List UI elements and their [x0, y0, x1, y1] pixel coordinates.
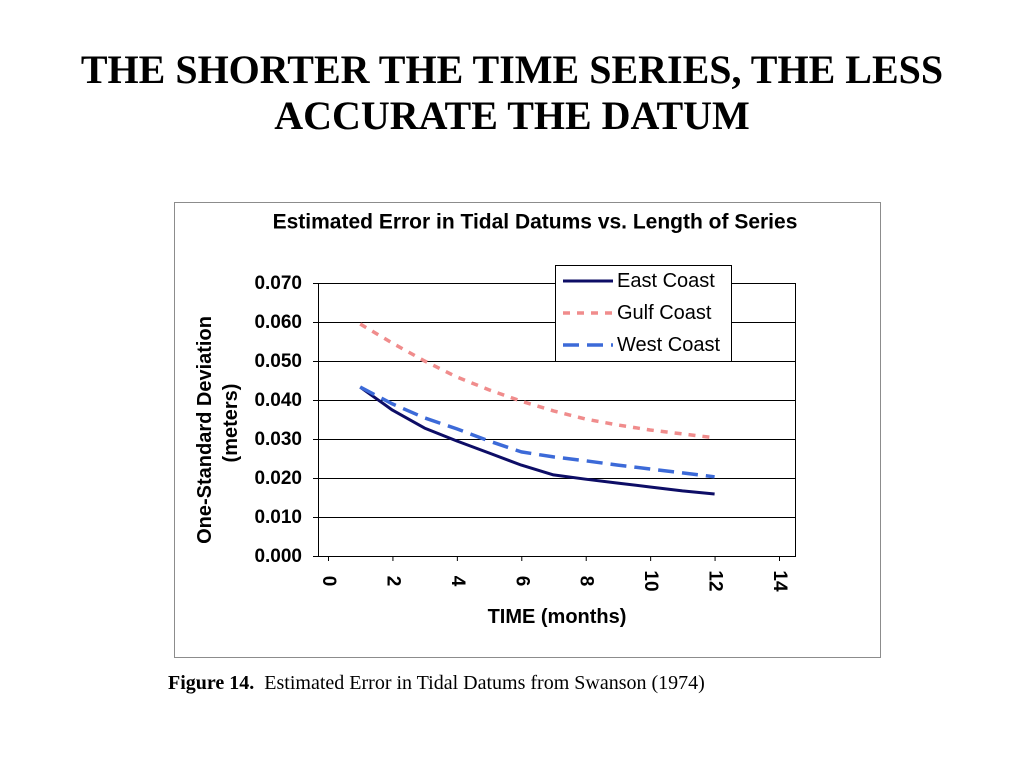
- legend-item: West Coast: [563, 334, 720, 356]
- figure-caption: Figure 14. Estimated Error in Tidal Datum…: [168, 671, 705, 695]
- chart: East Coast Gulf Coast West Coast 0.000 0.01…: [174, 202, 881, 658]
- legend: East Coast Gulf Coast West Coast: [555, 265, 732, 362]
- y-tick-label: 0.000: [254, 546, 302, 567]
- series-line-east-coast: [359, 385, 715, 496]
- legend-label: East Coast: [617, 270, 715, 292]
- x-tick-label: 0: [318, 576, 339, 587]
- y-tick-label: 0.010: [254, 507, 302, 528]
- slide-title-line-2: ACCURATE THE DATUM: [274, 93, 750, 138]
- x-tick-label: 6: [511, 576, 532, 587]
- y-tick-label: 0.050: [254, 351, 302, 372]
- y-axis-title-line-1: One-Standard Deviation: [194, 316, 216, 544]
- legend-item: East Coast: [563, 270, 715, 292]
- y-tick-label: 0.040: [254, 390, 302, 411]
- legend-item: Gulf Coast: [563, 302, 712, 324]
- caption-label: Figure 14.: [168, 672, 255, 694]
- x-tick-label: 2: [382, 576, 403, 587]
- x-axis-title: TIME (months): [488, 606, 627, 628]
- series-group: [359, 322, 715, 496]
- tick-labels: 0.000 0.010 0.020 0.030 0.040 0.050 0.060 0.070…: [254, 273, 790, 592]
- x-tick-label: 8: [576, 576, 597, 587]
- legend-label: West Coast: [617, 334, 720, 356]
- chart-title: Estimated Error in Tidal Datums vs. Leng…: [273, 211, 798, 234]
- caption-text: Estimated Error in Tidal Datums from Swa…: [264, 672, 705, 694]
- legend-label: Gulf Coast: [617, 302, 712, 324]
- y-tick-label: 0.020: [254, 468, 302, 489]
- y-tick-label: 0.060: [254, 312, 302, 333]
- y-tick-label: 0.070: [254, 273, 302, 294]
- x-tick-label: 4: [447, 576, 468, 587]
- x-tick-label: 10: [640, 570, 661, 591]
- slide-title: THE SHORTER THE TIME SERIES, THE LESS AC…: [0, 47, 1024, 139]
- y-tick-label: 0.030: [254, 429, 302, 450]
- slide-title-line-1: THE SHORTER THE TIME SERIES, THE LESS: [80, 47, 944, 92]
- x-tick-label: 14: [769, 570, 790, 592]
- y-axis-title-line-2: (meters): [220, 384, 242, 463]
- x-tick-label: 12: [705, 570, 726, 591]
